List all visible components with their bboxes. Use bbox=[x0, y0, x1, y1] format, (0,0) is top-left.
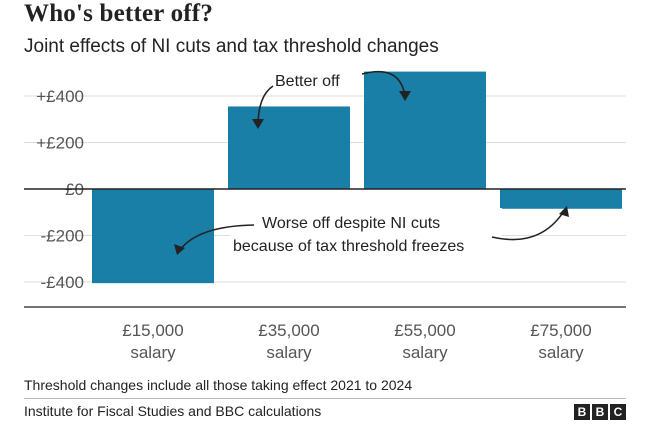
arrowhead-better-right bbox=[399, 91, 411, 101]
logo-letter: C bbox=[610, 404, 626, 420]
bars bbox=[92, 71, 622, 284]
y-tick-label: +£400 bbox=[36, 87, 84, 106]
x-category-label: salary bbox=[402, 343, 448, 362]
x-category-label: salary bbox=[266, 343, 312, 362]
x-category-label: salary bbox=[538, 343, 584, 362]
y-tick-label: -£200 bbox=[41, 227, 84, 246]
arrowhead-worse-right bbox=[559, 206, 569, 217]
arrowhead-better-left bbox=[252, 119, 264, 129]
arrowhead-worse-left bbox=[174, 244, 185, 255]
annotation-worse-line1: Worse off despite NI cuts bbox=[262, 215, 440, 232]
x-category-label: £15,000 bbox=[122, 321, 183, 340]
bar bbox=[228, 106, 350, 189]
x-category-label: £75,000 bbox=[530, 321, 591, 340]
x-category-label: salary bbox=[130, 343, 176, 362]
footnote: Threshold changes include all those taki… bbox=[24, 377, 413, 393]
bar bbox=[500, 189, 622, 209]
source-text: Institute for Fiscal Studies and BBC cal… bbox=[24, 403, 322, 419]
x-category-labels: £15,000 salary £35,000 salary £55,000 salary £… bbox=[122, 321, 591, 362]
bar-chart: +£400+£200£0-£200-£400 £15,000salary£35,… bbox=[24, 70, 626, 362]
annotation-better-off: Better off bbox=[275, 73, 340, 90]
bar bbox=[364, 71, 486, 189]
worse-label-bg bbox=[230, 208, 502, 260]
bar bbox=[92, 189, 214, 284]
logo-letter: B bbox=[574, 404, 590, 420]
arrow-worse-right bbox=[491, 210, 565, 241]
chart-title: Who's better off? bbox=[24, 0, 214, 27]
chart-subtitle: Joint effects of NI cuts and tax thresho… bbox=[24, 36, 439, 57]
x-category-label: £55,000 bbox=[394, 321, 455, 340]
y-tick-label: +£200 bbox=[36, 134, 84, 153]
arrow-worse-left bbox=[179, 224, 255, 251]
y-tick-label: -£400 bbox=[41, 273, 84, 292]
logo-letter: B bbox=[592, 404, 608, 420]
footer-divider bbox=[24, 398, 626, 399]
annotation-worse-line2: because of tax threshold freezes bbox=[233, 238, 464, 255]
bbc-logo: B B C bbox=[574, 404, 626, 420]
x-category-label: £35,000 bbox=[258, 321, 319, 340]
